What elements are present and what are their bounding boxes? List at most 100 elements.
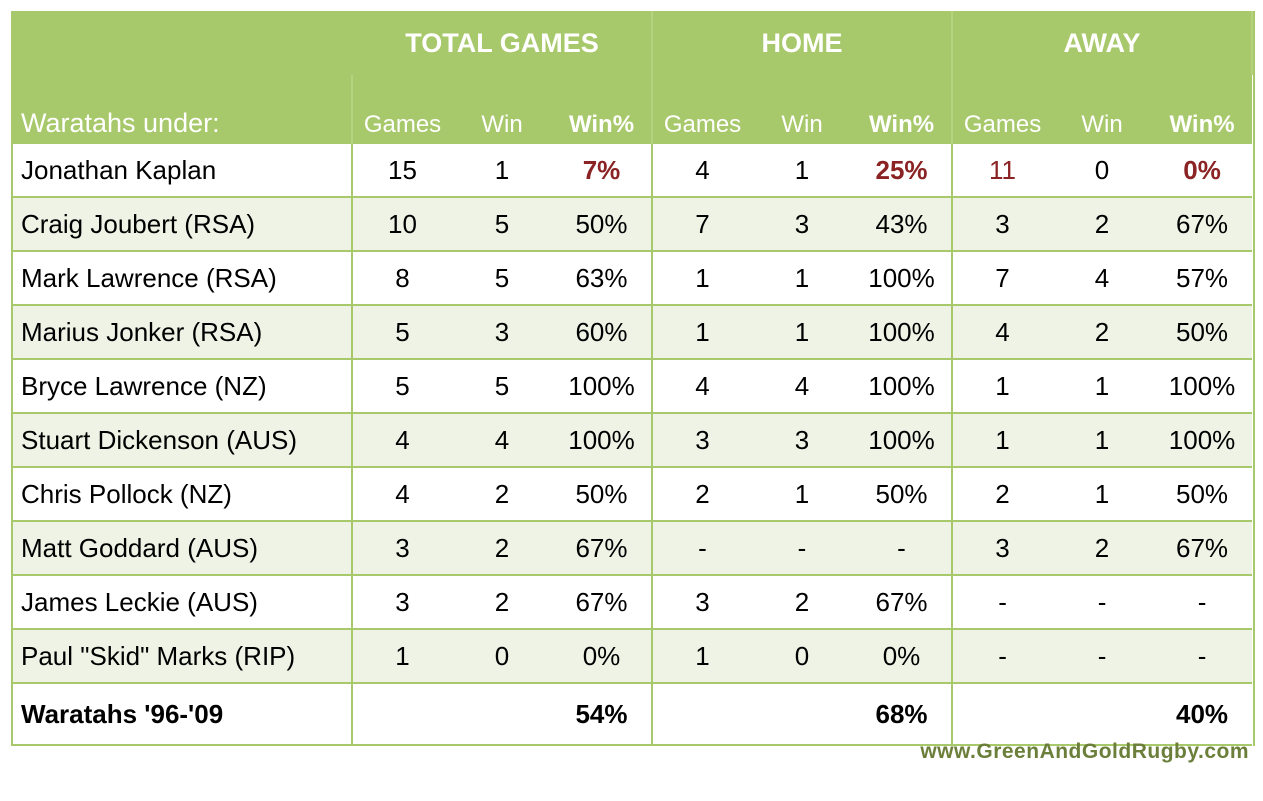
cell-away-games: 7	[951, 251, 1053, 306]
table-row: Bryce Lawrence (NZ) 5 5 100% 4 4 100% 1 1 100%	[13, 359, 1253, 414]
table-row: Stuart Dickenson (AUS) 4 4 100% 3 3 100% 1 1 100%	[13, 413, 1253, 468]
summary-away-win-blank	[1052, 683, 1153, 746]
table-row: Mark Lawrence (RSA) 8 5 63% 1 1 100% 7 4 57%	[13, 251, 1253, 306]
cell-total-games: 3	[351, 521, 452, 576]
cell-away-win: 4	[1052, 251, 1153, 306]
cell-home-winpct: 50%	[852, 467, 953, 522]
cell-home-games: 2	[651, 467, 752, 522]
referee-name: Marius Jonker (RSA)	[13, 305, 353, 360]
cell-away-games: 3	[951, 521, 1053, 576]
cell-away-win: 1	[1052, 413, 1153, 468]
summary-home-games-blank	[651, 683, 752, 746]
referee-name: Paul "Skid" Marks (RIP)	[13, 629, 353, 684]
cell-home-win: 3	[752, 197, 852, 252]
summary-away-winpct: 40%	[1152, 683, 1253, 746]
cell-home-win: 1	[752, 305, 852, 360]
column-header-row: Waratahs under: Games Win Win% Games Win…	[13, 75, 1253, 143]
col-header-total-win: Win	[452, 75, 552, 143]
cell-away-winpct: -	[1152, 575, 1253, 630]
group-header-row: TOTAL GAMES HOME AWAY	[13, 11, 1254, 75]
cell-total-winpct: 60%	[552, 305, 652, 360]
referee-name: James Leckie (AUS)	[13, 575, 353, 630]
cell-home-win: 2	[752, 575, 852, 630]
group-header-home: HOME	[652, 11, 954, 75]
cell-total-winpct: 7%	[552, 142, 652, 198]
summary-away-games-blank	[951, 683, 1053, 746]
cell-home-games: -	[651, 521, 752, 576]
cell-away-winpct: 100%	[1152, 359, 1253, 414]
cell-home-winpct: 100%	[852, 413, 953, 468]
summary-total-games-blank	[351, 683, 452, 746]
cell-home-games: 1	[651, 305, 752, 360]
referee-rows: Jonathan Kaplan 15 1 7% 4 1 25% 11 0 0% Craig Joub…	[13, 142, 1253, 684]
referee-name: Matt Goddard (AUS)	[13, 521, 353, 576]
cell-away-win: 1	[1052, 467, 1153, 522]
cell-total-win: 5	[452, 197, 552, 252]
cell-away-win: 0	[1052, 142, 1153, 198]
col-header-total-winpct: Win%	[552, 75, 652, 143]
cell-total-winpct: 63%	[552, 251, 652, 306]
cell-total-win: 0	[452, 629, 552, 684]
cell-total-games: 1	[351, 629, 452, 684]
col-header-away-winpct: Win%	[1152, 75, 1253, 143]
cell-home-winpct: 43%	[852, 197, 953, 252]
table-row: Chris Pollock (NZ) 4 2 50% 2 1 50% 2 1 50%	[13, 467, 1253, 522]
cell-total-win: 2	[452, 467, 552, 522]
cell-home-games: 1	[651, 629, 752, 684]
cell-total-win: 2	[452, 575, 552, 630]
referee-name: Chris Pollock (NZ)	[13, 467, 353, 522]
cell-home-games: 1	[651, 251, 752, 306]
cell-away-games: 1	[951, 413, 1053, 468]
cell-home-win: -	[752, 521, 852, 576]
cell-away-winpct: 57%	[1152, 251, 1253, 306]
cell-total-games: 3	[351, 575, 452, 630]
cell-home-games: 3	[651, 575, 752, 630]
cell-total-games: 5	[351, 359, 452, 414]
row-label-header: Waratahs under:	[13, 75, 352, 143]
cell-home-win: 1	[752, 467, 852, 522]
col-header-home-winpct: Win%	[852, 75, 953, 143]
col-header-total-games: Games	[351, 75, 452, 143]
cell-total-winpct: 67%	[552, 575, 652, 630]
cell-home-win: 1	[752, 142, 852, 198]
group-header-away: AWAY	[952, 11, 1254, 75]
cell-total-winpct: 50%	[552, 197, 652, 252]
cell-away-win: -	[1052, 575, 1153, 630]
summary-total-win-blank	[452, 683, 552, 746]
referee-stats-table: TOTAL GAMES HOME AWAY Waratahs under: Ga…	[13, 11, 1254, 746]
cell-home-win: 0	[752, 629, 852, 684]
cell-home-games: 4	[651, 359, 752, 414]
website-credit: www.GreenAndGoldRugby.com	[920, 740, 1249, 763]
summary-total-winpct: 54%	[552, 683, 652, 746]
cell-home-winpct: -	[852, 521, 953, 576]
cell-home-winpct: 100%	[852, 359, 953, 414]
summary-label: Waratahs '96-'09	[13, 683, 353, 746]
summary-row: Waratahs '96-'09 54% 68% 40%	[13, 683, 1253, 746]
cell-away-win: -	[1052, 629, 1153, 684]
referee-name: Jonathan Kaplan	[13, 142, 353, 198]
cell-home-winpct: 0%	[852, 629, 953, 684]
referee-name: Bryce Lawrence (NZ)	[13, 359, 353, 414]
table-row: Jonathan Kaplan 15 1 7% 4 1 25% 11 0 0%	[13, 142, 1253, 198]
col-header-home-win: Win	[752, 75, 852, 143]
cell-home-winpct: 100%	[852, 305, 953, 360]
cell-home-win: 1	[752, 251, 852, 306]
cell-away-games: 4	[951, 305, 1053, 360]
cell-total-win: 1	[452, 142, 552, 198]
cell-total-win: 5	[452, 251, 552, 306]
col-header-away-games: Games	[951, 75, 1053, 143]
summary-home-win-blank	[752, 683, 852, 746]
cell-home-winpct: 100%	[852, 251, 953, 306]
cell-total-winpct: 0%	[552, 629, 652, 684]
cell-away-games: -	[951, 629, 1053, 684]
summary-home-winpct: 68%	[852, 683, 953, 746]
referee-name: Craig Joubert (RSA)	[13, 197, 353, 252]
cell-away-winpct: 50%	[1152, 467, 1253, 522]
cell-total-games: 4	[351, 413, 452, 468]
cell-total-win: 3	[452, 305, 552, 360]
cell-away-winpct: 67%	[1152, 521, 1253, 576]
cell-away-winpct: 0%	[1152, 142, 1253, 198]
cell-away-win: 2	[1052, 521, 1153, 576]
cell-away-games: 11	[951, 142, 1053, 198]
cell-home-win: 3	[752, 413, 852, 468]
